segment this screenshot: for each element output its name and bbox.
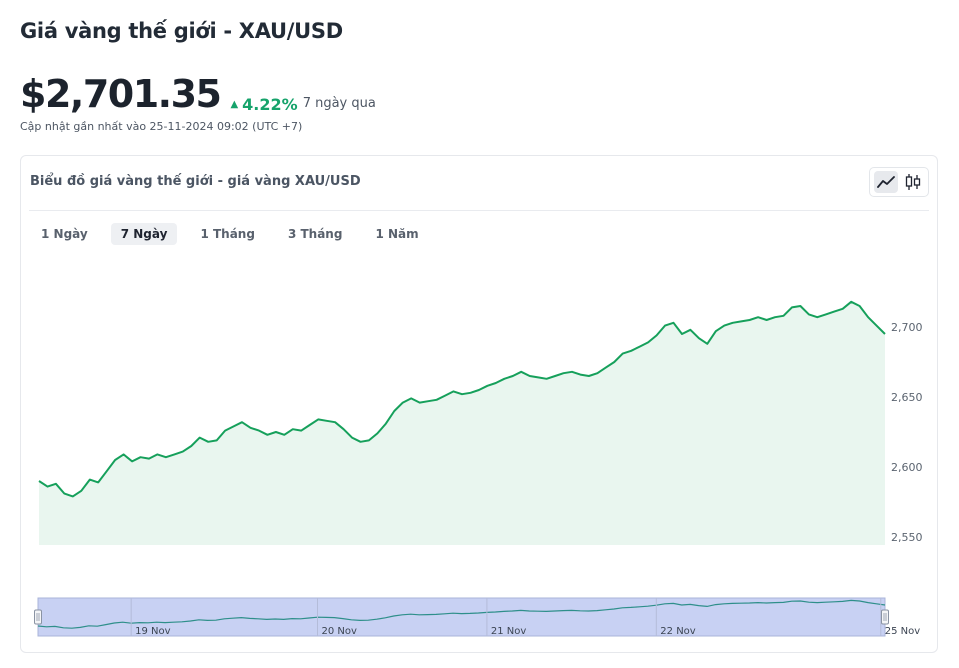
price-area bbox=[39, 301, 885, 545]
change-percent: 4.22% bbox=[242, 95, 298, 114]
up-arrow-icon: ▲ bbox=[230, 99, 239, 110]
candlestick-button[interactable] bbox=[901, 171, 925, 193]
chart-type-toggle bbox=[869, 167, 929, 197]
navigator-window bbox=[37, 597, 886, 637]
chart-card: Biểu đồ giá vàng thế giới - giá vàng XAU… bbox=[20, 155, 938, 653]
navigator-date-label: 20 Nov bbox=[322, 626, 358, 637]
range-tab-0[interactable]: 1 Ngày bbox=[41, 227, 88, 241]
navigator-date-label: 25 Nov bbox=[885, 626, 921, 637]
range-tabs: 1 Ngày 7 Ngày 1 Tháng 3 Tháng 1 Năm bbox=[31, 223, 442, 245]
card-divider bbox=[29, 210, 929, 211]
price-row: $2,701.35 ▲ 4.22% 7 ngày qua bbox=[20, 72, 376, 116]
current-price: $2,701.35 bbox=[20, 72, 222, 116]
navigator-right-handle[interactable] bbox=[881, 609, 889, 625]
line-chart-icon bbox=[876, 176, 895, 188]
navigator-date-label: 22 Nov bbox=[660, 626, 696, 637]
navigator-date-label: 19 Nov bbox=[135, 626, 171, 637]
range-tab-1[interactable]: 7 Ngày bbox=[110, 223, 178, 245]
navigator-date-label: 21 Nov bbox=[491, 626, 527, 637]
price-line bbox=[38, 300, 886, 498]
range-tab-4[interactable]: 1 Năm bbox=[375, 227, 419, 241]
range-tab-3[interactable]: 3 Tháng bbox=[287, 227, 343, 241]
last-updated: Cập nhật gần nhất vào 25-11-2024 09:02 (… bbox=[20, 120, 303, 133]
y-tick-label: 2,650 bbox=[891, 391, 923, 404]
change-period: 7 ngày qua bbox=[302, 96, 376, 111]
y-tick-label: 2,700 bbox=[891, 321, 923, 334]
change-badge: ▲ 4.22% bbox=[230, 95, 297, 114]
navigator-left-handle[interactable] bbox=[34, 609, 42, 625]
page-title: Giá vàng thế giới - XAU/USD bbox=[20, 19, 343, 43]
candlestick-icon bbox=[905, 174, 920, 190]
y-tick-label: 2,600 bbox=[891, 461, 923, 474]
navigator-line bbox=[37, 599, 886, 629]
chart-title: Biểu đồ giá vàng thế giới - giá vàng XAU… bbox=[30, 174, 361, 189]
range-tab-2[interactable]: 1 Tháng bbox=[200, 227, 255, 241]
y-tick-label: 2,550 bbox=[891, 531, 923, 544]
line-chart-button[interactable] bbox=[873, 171, 898, 193]
